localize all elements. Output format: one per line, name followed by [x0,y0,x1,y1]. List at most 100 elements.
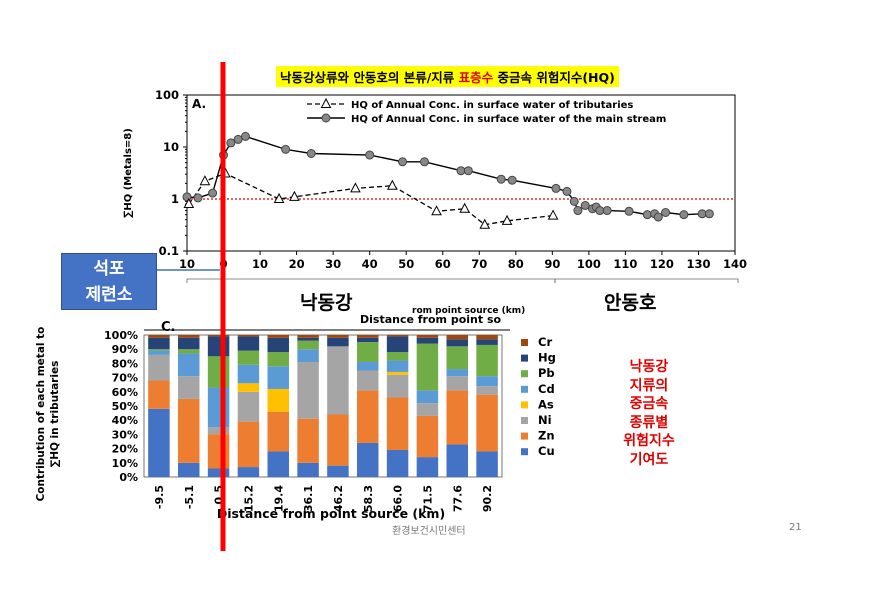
side-note-line: 지류의 [629,377,669,394]
main-stream-point [193,193,203,203]
bar-segment-pb [386,352,409,361]
bar-segment-as [386,371,409,375]
bar-segment-pb [148,349,170,351]
bar-segment-ni [297,361,319,419]
bar-segment-zn [446,390,468,445]
bar-segment-hg [476,339,498,345]
bar-segment-cd [386,360,409,372]
x-tick-label: 19.4 [272,485,285,512]
legend-label-main-stream: HQ of Annual Conc. in surface water of t… [351,114,666,125]
bar-segment-zn [327,414,349,466]
series-line-tributaries [188,172,554,226]
bar-segment-as [237,383,260,392]
y-tick-label: 80% [112,357,138,370]
main-stream-point [580,200,590,210]
bar-segment-hg [386,336,409,353]
legend-label-as: As [538,397,554,411]
y-tick-label: 90% [112,343,138,356]
bar-segment-cu [267,451,289,477]
y-tick-label: 60% [112,386,138,399]
bar-segment-cr [386,335,409,337]
x-tick-label: 100 [577,257,601,271]
legend-label-hg: Hg [538,351,556,365]
main-stream-point [398,157,408,167]
bar-segment-zn [357,390,379,443]
main-stream-point [226,138,236,148]
x-tick-label: 30 [325,257,341,271]
footer-org: 환경보건시민센터 [392,526,466,537]
tributary-point [431,205,442,216]
x-tick-label: 10 [252,257,268,271]
y-tick-label: 1 [171,192,179,206]
bar-segment-cr [297,335,319,338]
bar-segment-hg [327,337,349,347]
y-tick-label: 100 [155,88,179,102]
bar-segment-cr [237,335,260,337]
bar-segment-zn [148,380,170,409]
main-stream-point [281,144,291,154]
legend-swatch-ni [521,417,528,424]
bar-segment-cu [386,450,409,477]
legend-swatch-hg [521,354,528,362]
title-highlight: 표층수 [458,70,494,85]
bar-segment-zn [207,434,230,469]
x-tick-label: -9.5 [153,485,166,509]
bar-segment-cd [267,366,289,389]
x-tick-label: 15.2 [242,485,255,512]
y-axis-label-line-1: Contribution of each metal to [35,327,47,502]
bar-segment-hg [237,336,260,351]
y-tick-label: 0.1 [159,244,179,258]
bar-segment-zn [297,418,319,463]
main-stream-point [562,186,572,196]
x-tick-label: -5.1 [183,485,196,509]
bar-segment-cr [476,335,498,340]
bar-segment-cd [476,376,498,387]
bar-segment-hg [267,337,289,353]
bar-segment-cd [237,364,260,384]
bar-segment-pb [267,352,289,367]
bar-segment-ni [416,403,439,416]
tributary-point [386,179,398,190]
x-tick-label: 70 [471,257,487,271]
bar-segment-cr [207,335,230,337]
legend-label-cu: Cu [538,444,555,458]
x-axis-label: Distance from point source (km) [217,506,445,521]
x-tick-label: 66.0 [392,485,405,512]
x-tick-label: 90 [544,257,560,271]
bar-segment-zn [386,397,409,451]
tributary-point [273,192,285,203]
bar-segment-hg [357,337,379,343]
plot-area-frame [186,94,736,252]
y-tick-label: 50% [112,400,138,413]
bar-segment-cu [327,465,349,477]
x-tick-label: 77.6 [451,485,464,512]
y-axis-label: ∑HQ (Metals=8) [123,128,134,218]
bar-segment-pb [178,349,200,354]
bar-segment-pb [237,350,260,365]
tributary-point [289,190,300,201]
bar-segment-pb [446,346,468,370]
bar-segment-hg [178,337,200,350]
legend-swatch-cr [521,339,528,346]
plot-area-frame [143,334,503,478]
bar-segment-ni [237,391,260,422]
main-stream-point [419,157,429,167]
main-stream-point [507,175,517,185]
x-tick-label: 120 [650,257,674,271]
bar-segment-hg [297,337,319,341]
tributary-point [183,197,195,209]
tributary-point [350,182,361,193]
bar-segment-cu [237,467,260,477]
page-number: 21 [789,522,802,533]
bar-segment-ni [476,386,498,395]
bar-segment-zn [416,415,439,458]
main-stream-point [551,183,561,193]
side-note-line: 낙동강 [629,359,669,375]
bar-segment-cr [178,335,200,338]
main-stream-point [679,210,689,220]
bar-segment-hg [416,337,439,344]
y-tick-label: 100% [104,329,138,342]
y-tick-label: 30% [112,428,138,441]
x-axis-label: rom point source (km) [412,306,525,316]
bar-segment-cu [416,457,439,477]
